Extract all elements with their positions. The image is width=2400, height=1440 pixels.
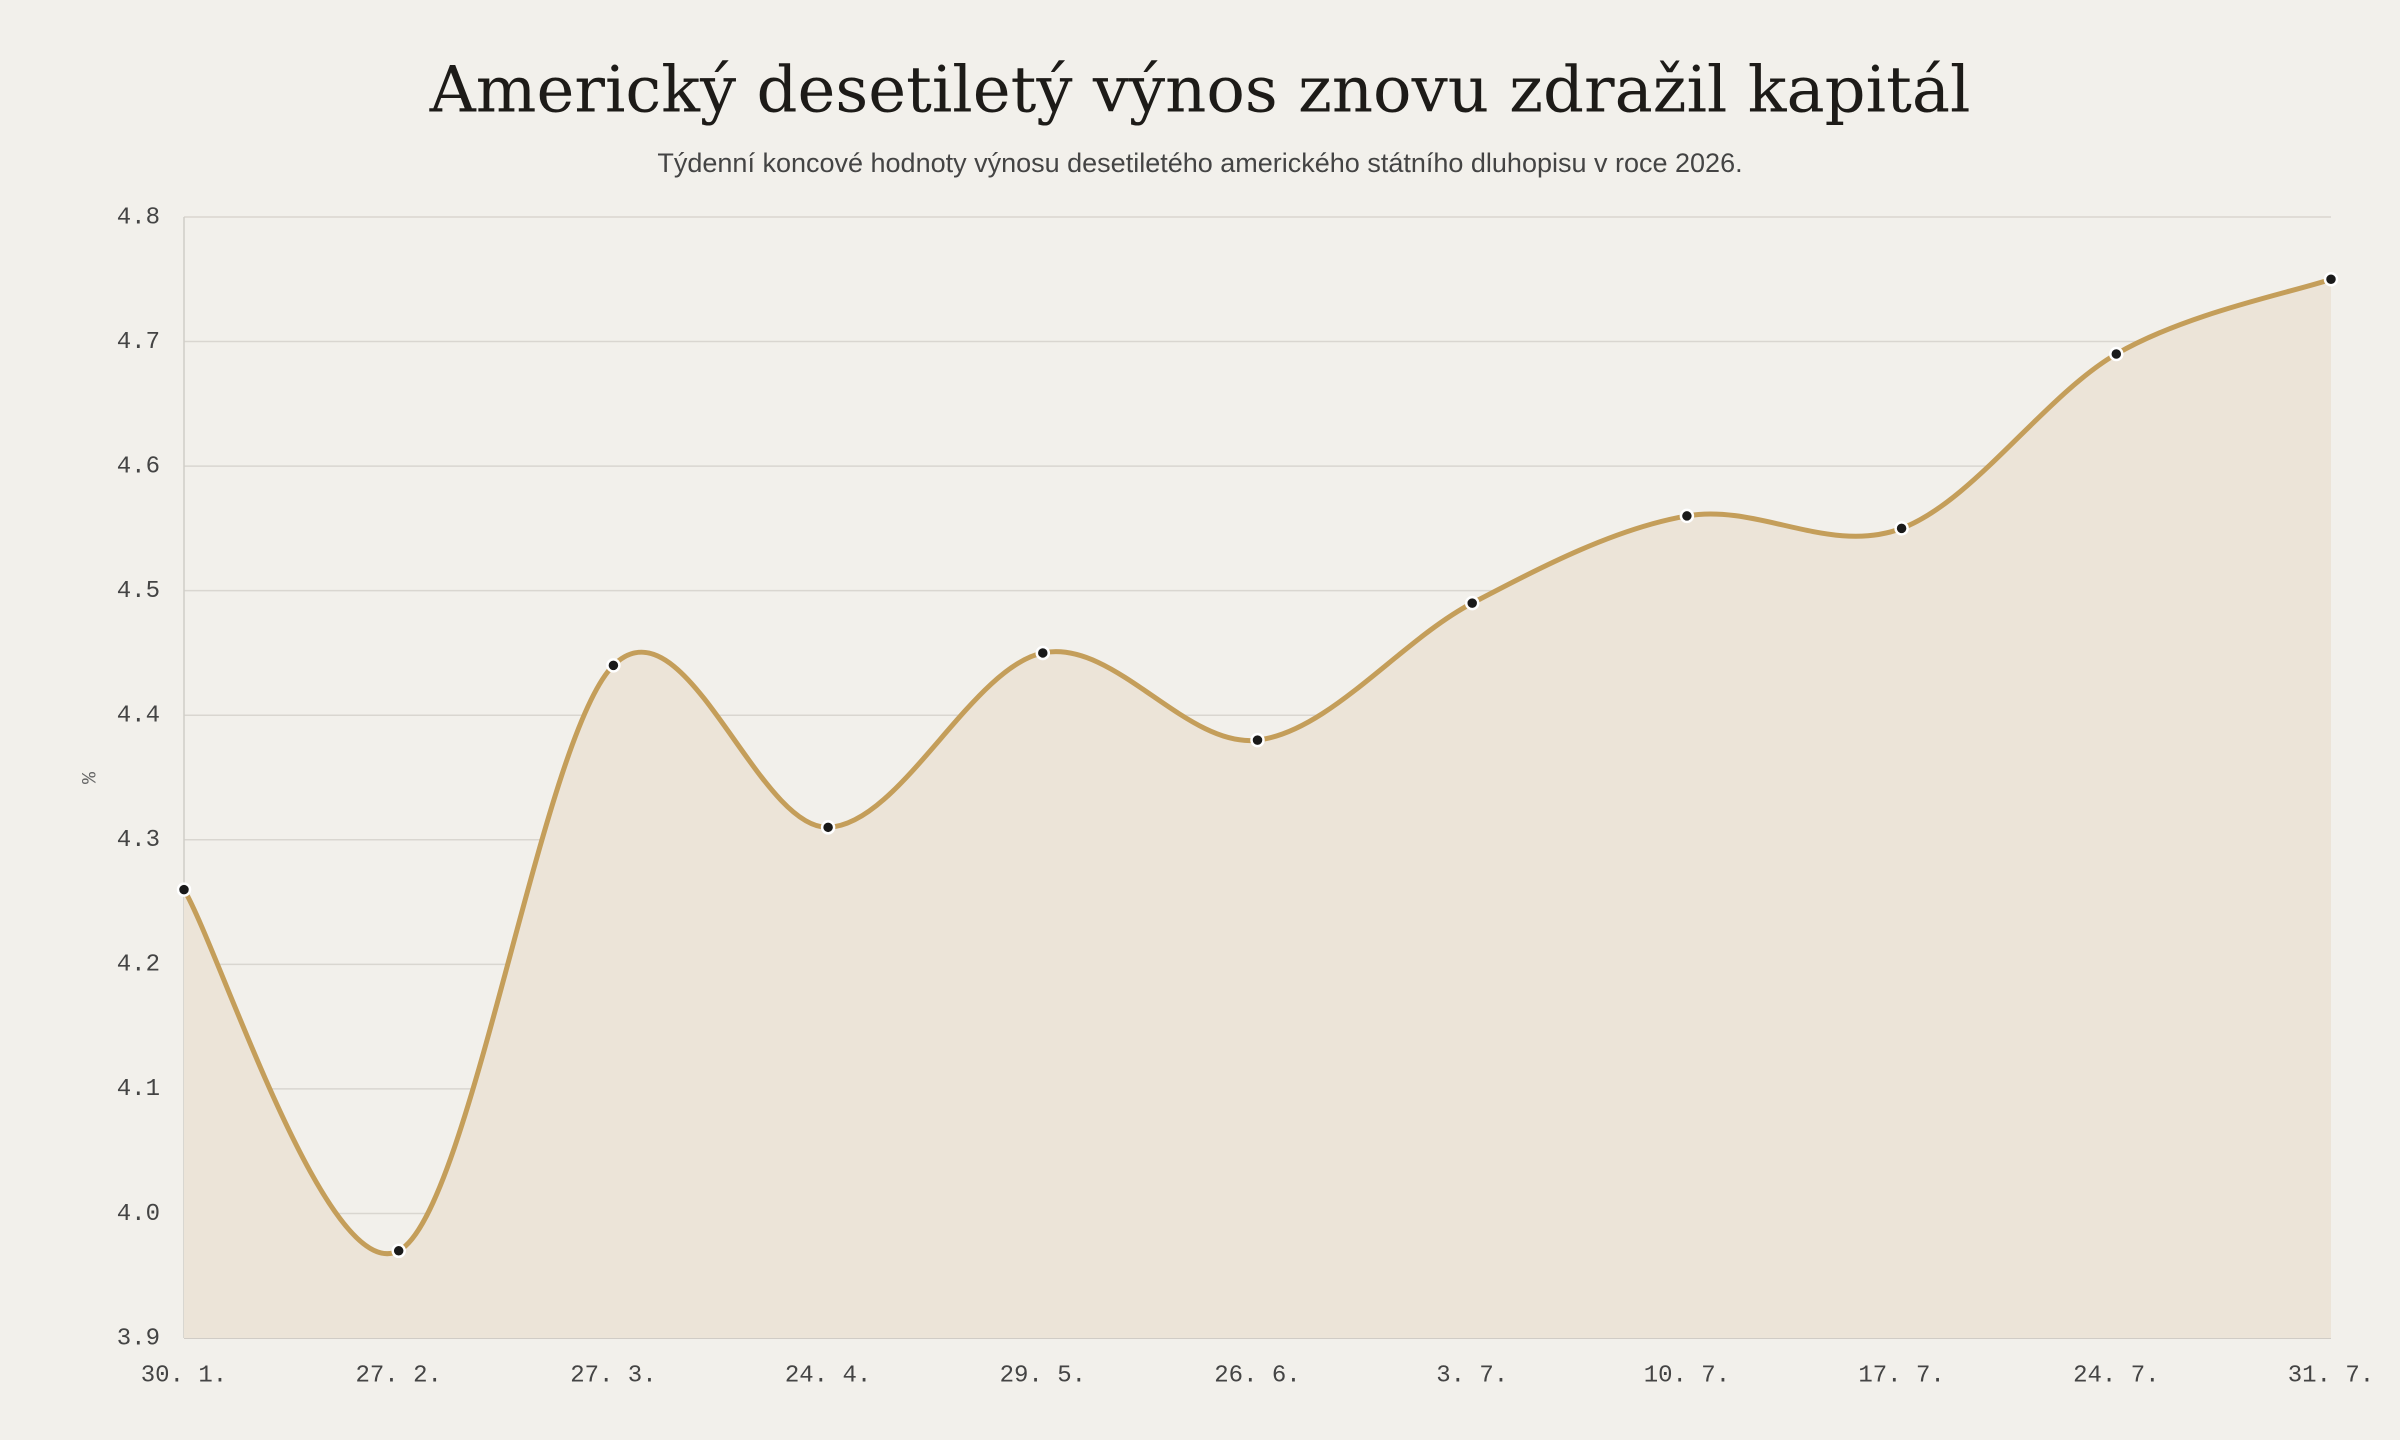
x-tick-label: 26. 6. xyxy=(1214,1362,1300,1389)
point xyxy=(176,882,192,897)
line xyxy=(181,276,2332,1257)
y-tick-label: 4.7 xyxy=(117,329,160,356)
y-tick-label: 4.8 xyxy=(117,204,160,231)
y-tick-label: 4.3 xyxy=(117,827,160,854)
point xyxy=(1250,732,1265,748)
point xyxy=(1035,645,1051,661)
chart-title: Americký desetiletý výnos znovu zdražil … xyxy=(429,54,1971,128)
y-tick-label: 4.6 xyxy=(117,453,160,480)
point xyxy=(2109,346,2124,362)
x-tick-label: 10. 7. xyxy=(1644,1362,1730,1389)
x-tick-label: 24. 7. xyxy=(2073,1362,2159,1389)
point xyxy=(2323,272,2339,287)
point xyxy=(391,1243,406,1259)
x-tick-label: 31. 7. xyxy=(2288,1362,2374,1389)
y-tick-label: 3.9 xyxy=(117,1325,160,1352)
point xyxy=(1464,595,1480,611)
y-tick-label: 4.4 xyxy=(117,703,160,730)
area xyxy=(184,279,2331,1338)
x-tick-label: 17. 7. xyxy=(1858,1362,1944,1389)
chart-subtitle: Týdenní koncové hodnoty výnosu desetilet… xyxy=(657,148,1742,178)
y-tick-label: 4.1 xyxy=(117,1076,160,1103)
point xyxy=(606,658,621,673)
x-tick-label: 29. 5. xyxy=(1000,1362,1086,1389)
x-tick-label: 3. 7. xyxy=(1436,1362,1508,1389)
x-tick-label: 27. 2. xyxy=(355,1362,441,1389)
y-axis-label: % xyxy=(79,771,102,784)
point xyxy=(820,820,836,835)
x-tick-label: 27. 3. xyxy=(570,1362,656,1389)
y-tick-label: 4.5 xyxy=(117,578,160,605)
y-tick-label: 4.0 xyxy=(117,1201,160,1228)
x-tick-label: 30. 1. xyxy=(141,1362,227,1389)
point xyxy=(1894,521,1909,536)
y-tick-label: 4.2 xyxy=(117,952,160,979)
point xyxy=(1679,508,1695,524)
x-tick-label: 24. 4. xyxy=(785,1362,871,1389)
